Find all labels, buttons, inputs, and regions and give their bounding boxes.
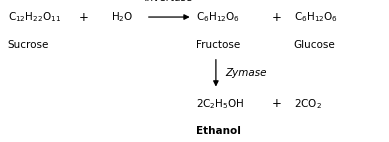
Text: +: + — [79, 11, 89, 24]
Text: +: + — [271, 97, 281, 110]
Text: H$_{2}$O: H$_{2}$O — [111, 10, 133, 24]
Text: Sucrose: Sucrose — [8, 40, 49, 50]
Text: C$_{6}$H$_{12}$O$_{6}$: C$_{6}$H$_{12}$O$_{6}$ — [196, 10, 240, 24]
Text: 2C$_{2}$H$_{5}$OH: 2C$_{2}$H$_{5}$OH — [196, 97, 245, 111]
Text: Ethanol: Ethanol — [196, 126, 241, 136]
Text: Fructose: Fructose — [196, 40, 241, 50]
Text: +: + — [271, 11, 281, 24]
Text: C$_{6}$H$_{12}$O$_{6}$: C$_{6}$H$_{12}$O$_{6}$ — [294, 10, 338, 24]
Text: Zymase: Zymase — [226, 68, 267, 78]
Text: Invertase: Invertase — [145, 0, 194, 3]
Text: C$_{12}$H$_{22}$O$_{11}$: C$_{12}$H$_{22}$O$_{11}$ — [8, 10, 61, 24]
Text: 2CO$_{2}$: 2CO$_{2}$ — [294, 97, 322, 111]
Text: Glucose: Glucose — [294, 40, 335, 50]
